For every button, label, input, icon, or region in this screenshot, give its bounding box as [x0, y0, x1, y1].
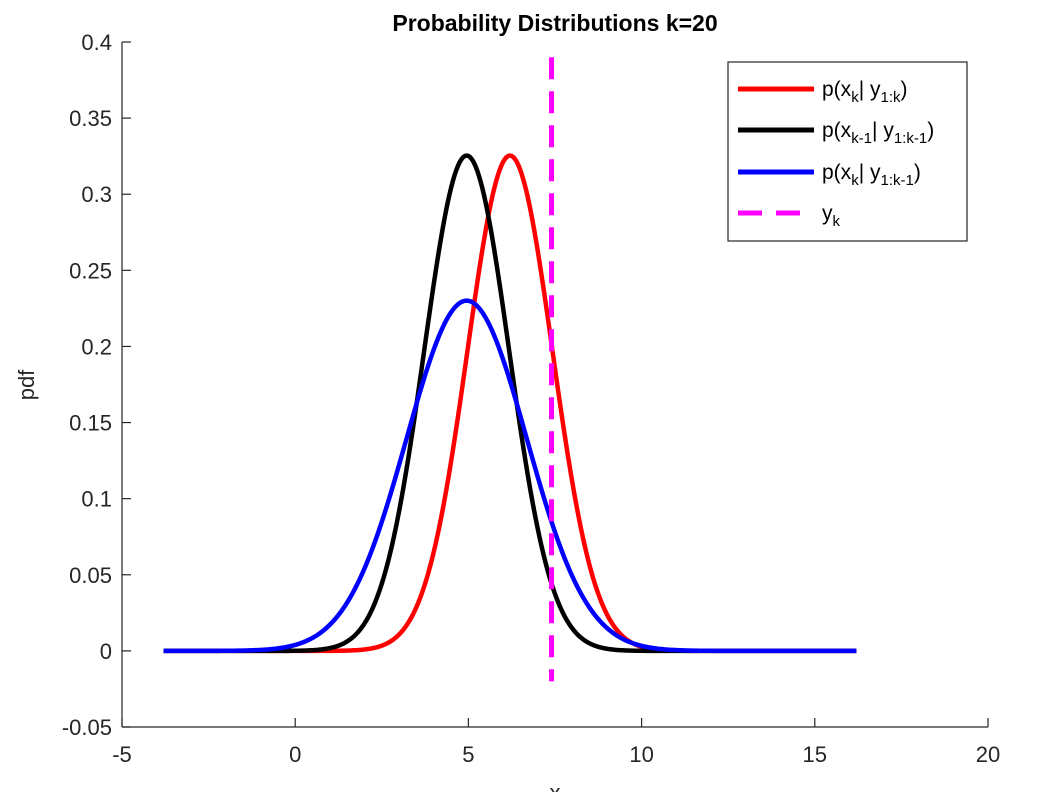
y-axis-ticks: -0.05 0 0.05 0.1 0.15 0.2 0.25 0.3 0.35 0.4: [62, 30, 131, 740]
y-tick-label: 0: [100, 639, 112, 664]
x-tick-label: 20: [976, 742, 1000, 767]
legend-label: p(xk| y1:k-1): [822, 161, 921, 189]
series-lines: [163, 57, 857, 682]
y-tick-label: -0.05: [62, 715, 112, 740]
legend-box: [727, 61, 968, 242]
y-tick-label: 0.2: [81, 334, 112, 359]
chart-title: Probability Distributions k=20: [392, 10, 717, 36]
x-tick-label: -5: [112, 742, 132, 767]
legend: p(xk| y1:k) p(xk-1| y1:k-1) p(xk| y1:k-1) y…: [727, 61, 968, 242]
y-tick-label: 0.4: [81, 30, 112, 55]
series-line-3: [163, 298, 857, 654]
x-tick-label: 0: [289, 742, 301, 767]
legend-label: yk: [822, 202, 841, 230]
x-tick-label: 15: [803, 742, 827, 767]
y-tick-label: 0.25: [69, 258, 112, 283]
x-tick-label: 5: [462, 742, 474, 767]
y-tick-label: 0.1: [81, 487, 112, 512]
y-tick-label: 0.35: [69, 106, 112, 131]
y-tick-label: 0.15: [69, 411, 112, 436]
y-axis-label: pdf: [14, 369, 39, 400]
x-axis-label: x: [550, 780, 561, 792]
x-axis-ticks: -5 0 5 10 15 20: [112, 718, 1000, 767]
legend-label: p(xk| y1:k): [822, 78, 908, 106]
axes: [121, 42, 988, 728]
legend-label: p(xk-1| y1:k-1): [822, 119, 934, 147]
x-tick-label: 10: [629, 742, 653, 767]
y-tick-label: 0.3: [81, 182, 112, 207]
y-tick-label: 0.05: [69, 563, 112, 588]
